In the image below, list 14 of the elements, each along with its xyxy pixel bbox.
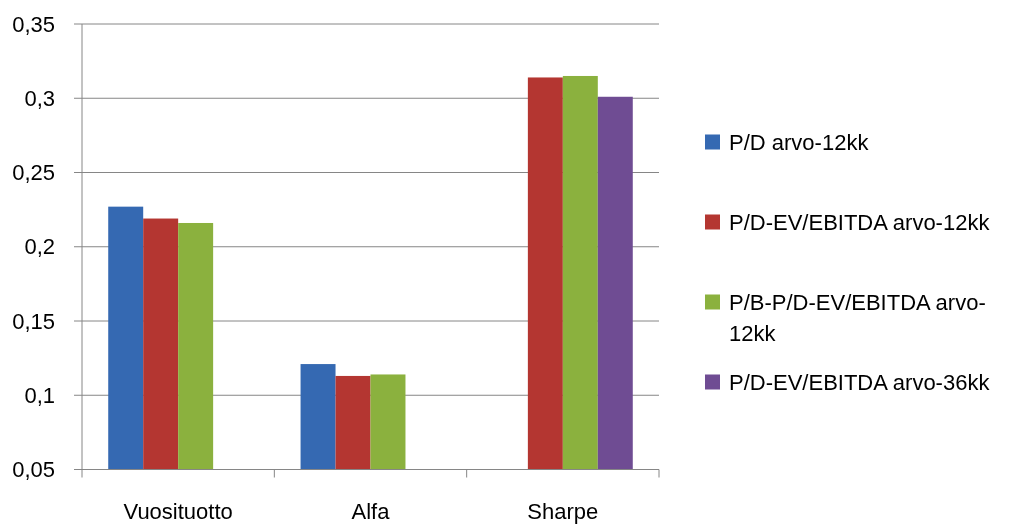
- y-tick-label: 0,15: [12, 308, 55, 334]
- x-tick-label: Vuosituotto: [123, 499, 233, 524]
- legend-label: P/D-EV/EBITDA arvo-36kk: [729, 369, 991, 395]
- x-tick-label: Sharpe: [527, 499, 599, 524]
- y-tick-label: 0,05: [12, 457, 55, 482]
- legend-label: P/B-P/D-EV/EBITDA arvo-12kk: [729, 289, 986, 346]
- y-tick-label: 0,25: [12, 160, 55, 185]
- x-tick-label: Alfa: [351, 499, 391, 524]
- y-tick-label: 0,35: [12, 11, 55, 37]
- legend-label: P/D-EV/EBITDA arvo-12kk: [729, 209, 991, 235]
- y-tick-label: 0,2: [24, 234, 55, 260]
- y-tick-label: 0,1: [24, 382, 55, 408]
- y-tick-label: 0,3: [24, 85, 55, 111]
- legend-label: P/D arvo-12kk: [729, 129, 870, 155]
